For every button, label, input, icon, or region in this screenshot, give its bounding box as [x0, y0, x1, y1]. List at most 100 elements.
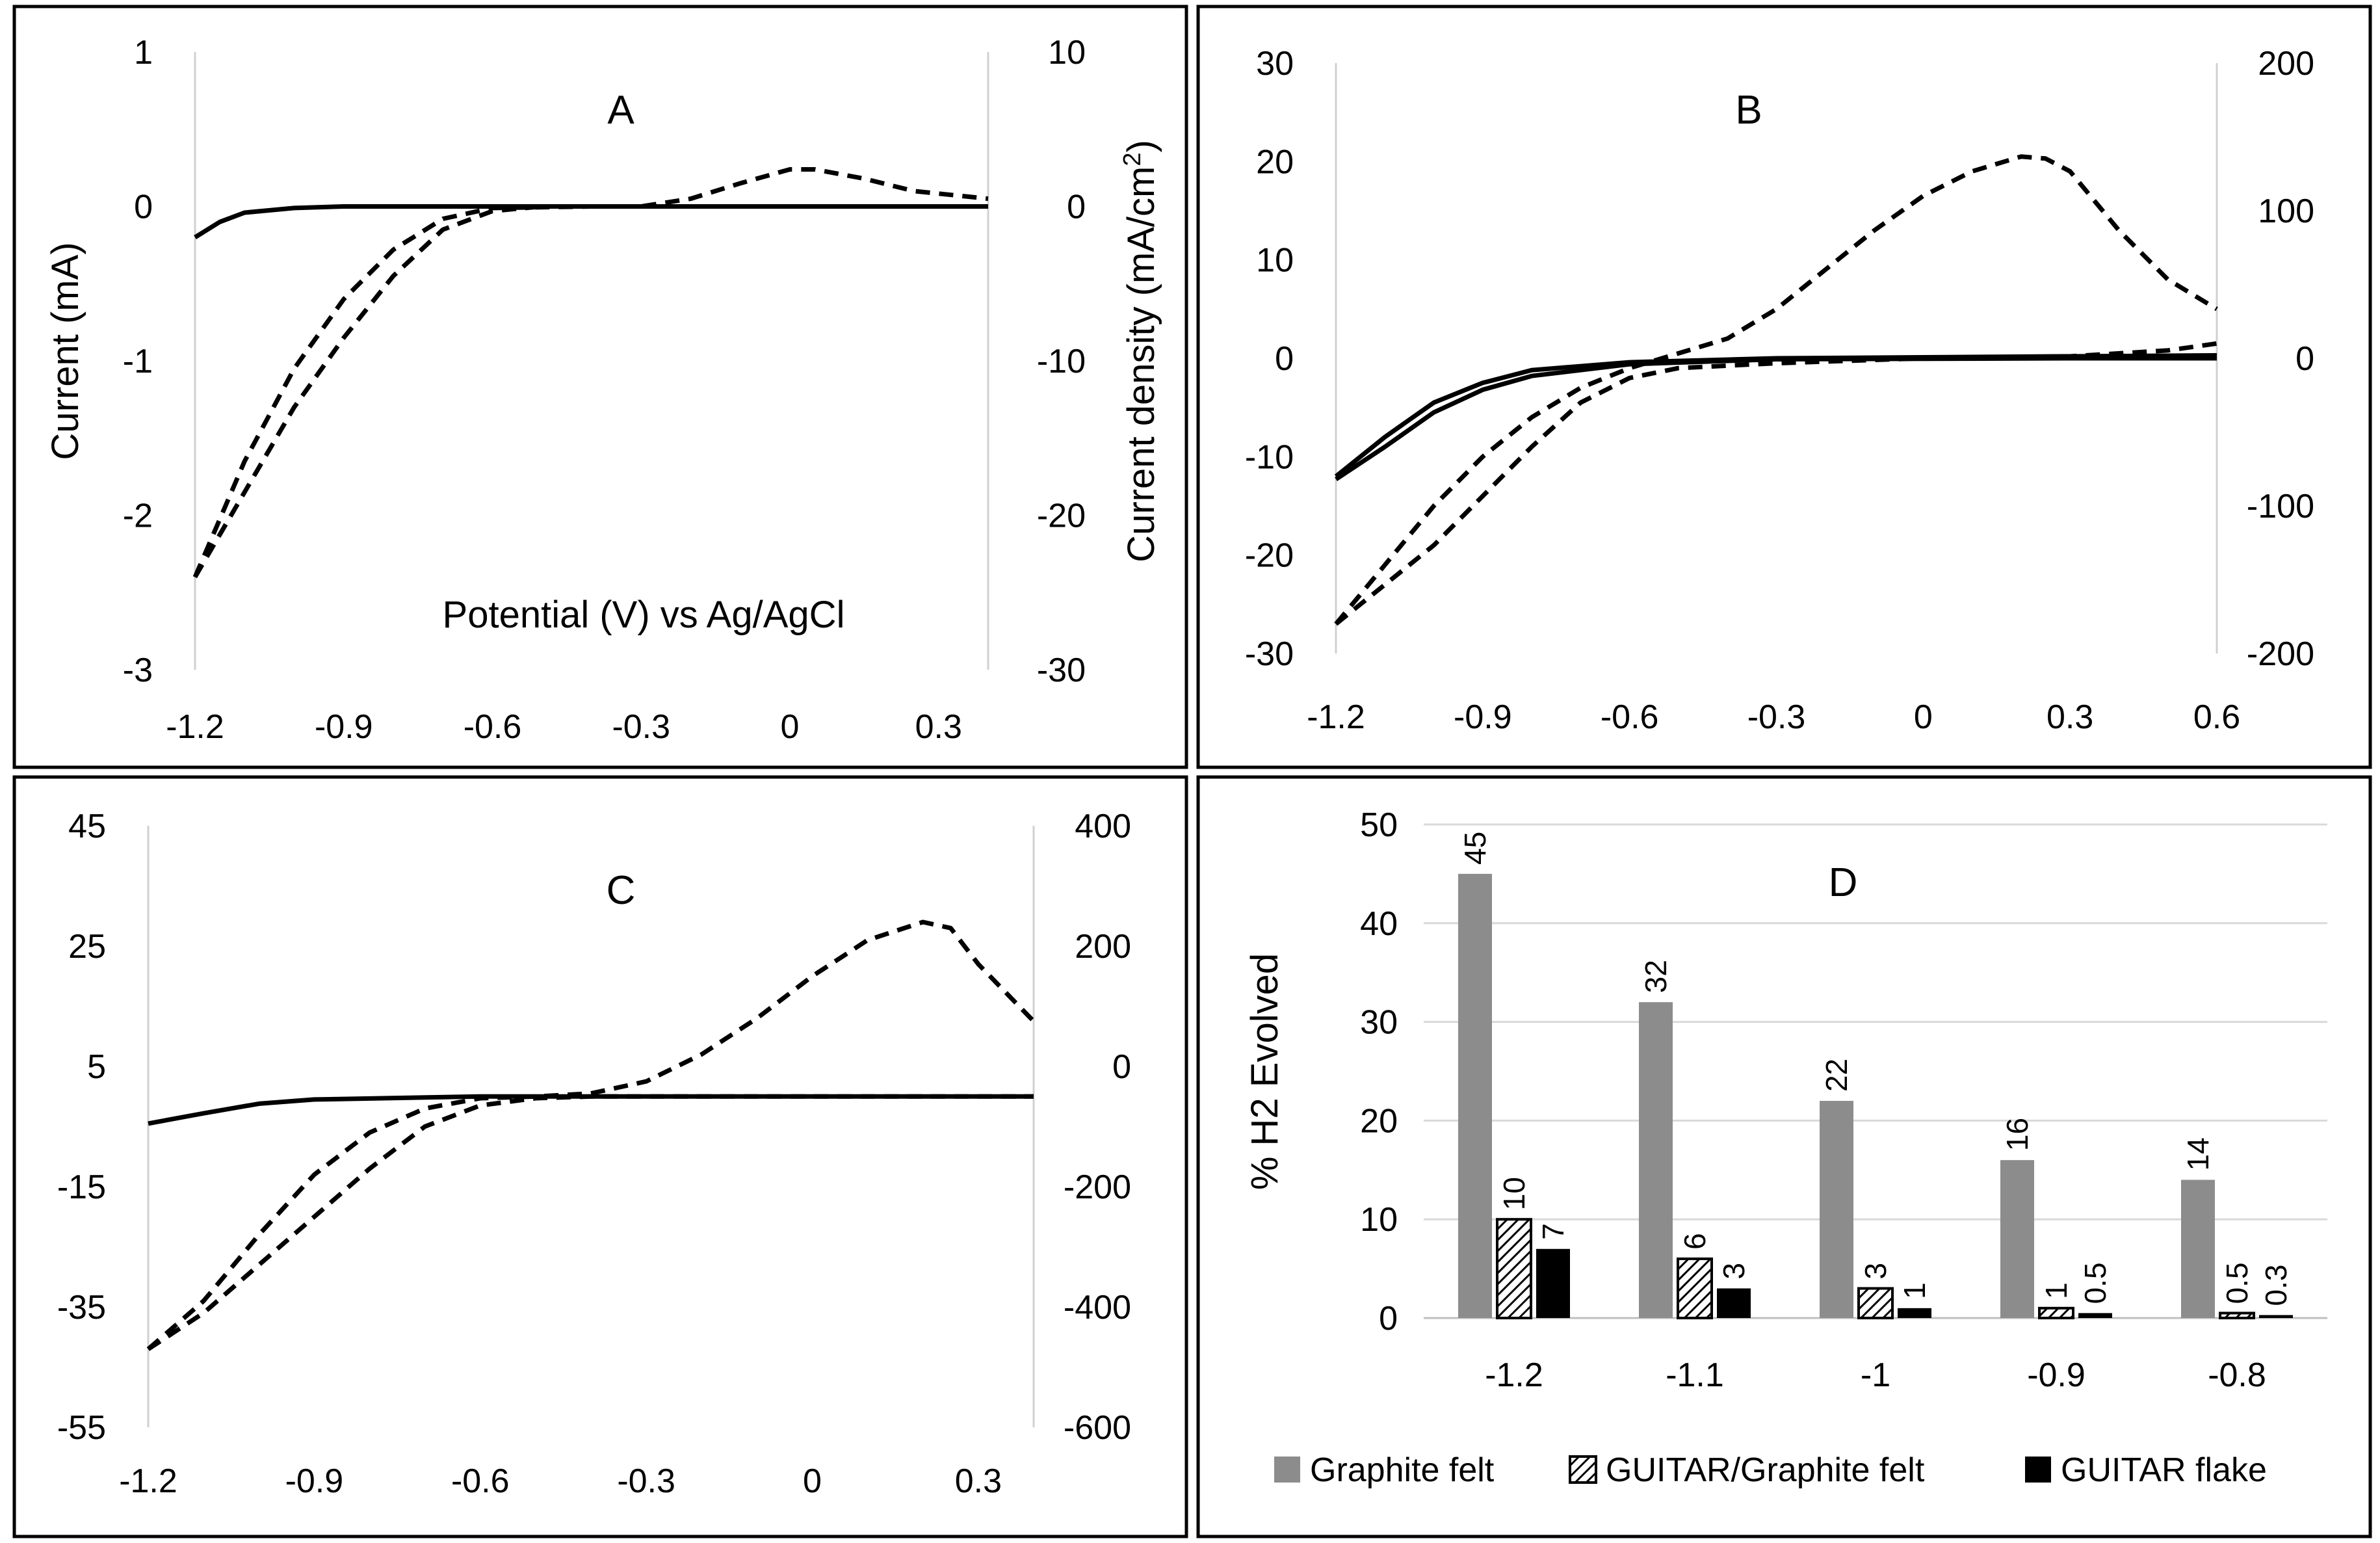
x-tick-label: 0.3 — [915, 708, 962, 746]
y2-tick-label: -10 — [1037, 343, 1086, 380]
series-line — [1335, 356, 2217, 482]
bar — [1496, 1218, 1532, 1319]
y-tick-label: 50 — [1360, 806, 1398, 844]
y2-tick-label: -100 — [2247, 488, 2314, 525]
panel-title: D — [1829, 860, 1858, 905]
x-tick-label: -1.2 — [119, 1462, 177, 1500]
panel-title: B — [1735, 88, 1762, 133]
data-label: 6 — [1678, 1233, 1712, 1250]
x-tick-label: -1 — [1861, 1356, 1890, 1394]
legend-label: GUITAR flake — [2061, 1451, 2267, 1489]
bar — [2181, 1180, 2215, 1318]
legend-swatch — [1569, 1455, 1597, 1484]
legend-swatch — [1274, 1457, 1300, 1483]
panel-frame — [12, 775, 1188, 1538]
y2-tick-label: -600 — [1064, 1409, 1131, 1447]
panel-d: 50403020100-1.245107-1.13263-12231-0.916… — [1196, 775, 2372, 1538]
y-tick-label: 0 — [134, 189, 153, 226]
y-tick-label: 0 — [1379, 1300, 1398, 1338]
y2-label-close: ) — [1120, 140, 1162, 152]
y2-tick-label: -400 — [1064, 1289, 1131, 1326]
x-axis-label: Potential (V) vs Ag/AgCl — [443, 594, 845, 636]
bar — [1639, 1002, 1673, 1318]
x-tick-label: -0.3 — [617, 1462, 675, 1500]
y2-tick-label: -20 — [1037, 497, 1086, 535]
y2-axis-label: Current density (mA/cm2) — [1119, 140, 1162, 562]
series-line — [1334, 341, 2217, 626]
y-tick-label: -15 — [57, 1168, 106, 1206]
series-line — [1334, 154, 2218, 626]
x-tick-label: -0.3 — [612, 708, 670, 746]
data-label: 14 — [2181, 1137, 2215, 1170]
x-tick-label: -1.1 — [1666, 1356, 1724, 1394]
y2-tick-label: 0 — [1112, 1048, 1131, 1086]
series-line — [192, 204, 988, 578]
bar — [1458, 873, 1492, 1318]
y2-tick-label: 200 — [1075, 928, 1131, 966]
data-label: 3 — [1859, 1263, 1892, 1280]
y-tick-label: 5 — [87, 1048, 106, 1086]
bar — [1717, 1288, 1751, 1318]
y2-tick-label: 0 — [1067, 189, 1086, 226]
y-tick-label: -30 — [1245, 635, 1294, 673]
y-tick-label: -2 — [123, 497, 153, 535]
x-tick-label: -1.2 — [1485, 1356, 1543, 1394]
y2-tick-label: 10 — [1048, 34, 1086, 72]
bar — [2078, 1313, 2112, 1318]
x-tick-label: -0.6 — [451, 1462, 510, 1500]
y2-tick-label: -200 — [2247, 635, 2314, 673]
x-tick-label: -0.9 — [315, 708, 373, 746]
y-tick-label: 20 — [1360, 1102, 1398, 1140]
bar — [1677, 1257, 1713, 1320]
series-line — [148, 1094, 1034, 1126]
x-tick-label: 0 — [803, 1462, 822, 1500]
bar — [1820, 1101, 1853, 1318]
y-tick-label: -20 — [1245, 537, 1294, 575]
y-tick-label: 45 — [68, 808, 106, 845]
panel-title: A — [607, 88, 634, 133]
data-label: 32 — [1639, 960, 1673, 993]
x-tick-label: -0.8 — [2208, 1356, 2266, 1394]
bar — [1898, 1308, 1931, 1318]
y2-label-text: Current density (mA/cm — [1120, 166, 1162, 562]
x-tick-label: -0.3 — [1747, 698, 1806, 736]
x-tick-label: 0.3 — [2047, 698, 2093, 736]
y2-tick-label: 200 — [2258, 45, 2314, 83]
x-tick-label: -0.6 — [1601, 698, 1659, 736]
data-label: 1 — [2039, 1282, 2073, 1299]
panel-frame — [1196, 775, 2372, 1538]
data-label: 16 — [2000, 1118, 2034, 1151]
bar — [2259, 1315, 2293, 1318]
series-line — [1334, 353, 2217, 479]
x-tick-label: -0.9 — [2027, 1356, 2086, 1394]
y-tick-label: 30 — [1360, 1004, 1398, 1042]
x-tick-label: 0 — [1914, 698, 1933, 736]
data-label: 0.5 — [2220, 1262, 2254, 1304]
y-tick-label: -35 — [57, 1289, 106, 1326]
x-tick-label: -0.6 — [464, 708, 522, 746]
series-line — [146, 919, 1036, 1351]
x-tick-label: -1.2 — [1307, 698, 1365, 736]
y-tick-label: -3 — [123, 652, 153, 689]
series-line — [147, 1094, 1034, 1351]
y-tick-label: 25 — [68, 928, 106, 966]
x-tick-label: -1.2 — [166, 708, 224, 746]
x-tick-label: -0.9 — [285, 1462, 344, 1500]
x-tick-label: 0 — [781, 708, 800, 746]
bar — [2038, 1306, 2074, 1319]
y-tick-label: 10 — [1360, 1201, 1398, 1239]
data-label: 10 — [1497, 1177, 1531, 1210]
data-label: 0.5 — [2078, 1262, 2112, 1304]
y2-tick-label: -200 — [1064, 1168, 1131, 1206]
y-tick-label: 10 — [1256, 242, 1294, 280]
y-tick-label: 40 — [1360, 905, 1398, 943]
data-label: 7 — [1536, 1223, 1570, 1240]
y-tick-label: -10 — [1245, 438, 1294, 476]
x-tick-label: 0.6 — [2193, 698, 2240, 736]
y-tick-label: 1 — [134, 34, 153, 72]
y-tick-label: 30 — [1256, 45, 1294, 83]
series-line — [192, 167, 989, 579]
